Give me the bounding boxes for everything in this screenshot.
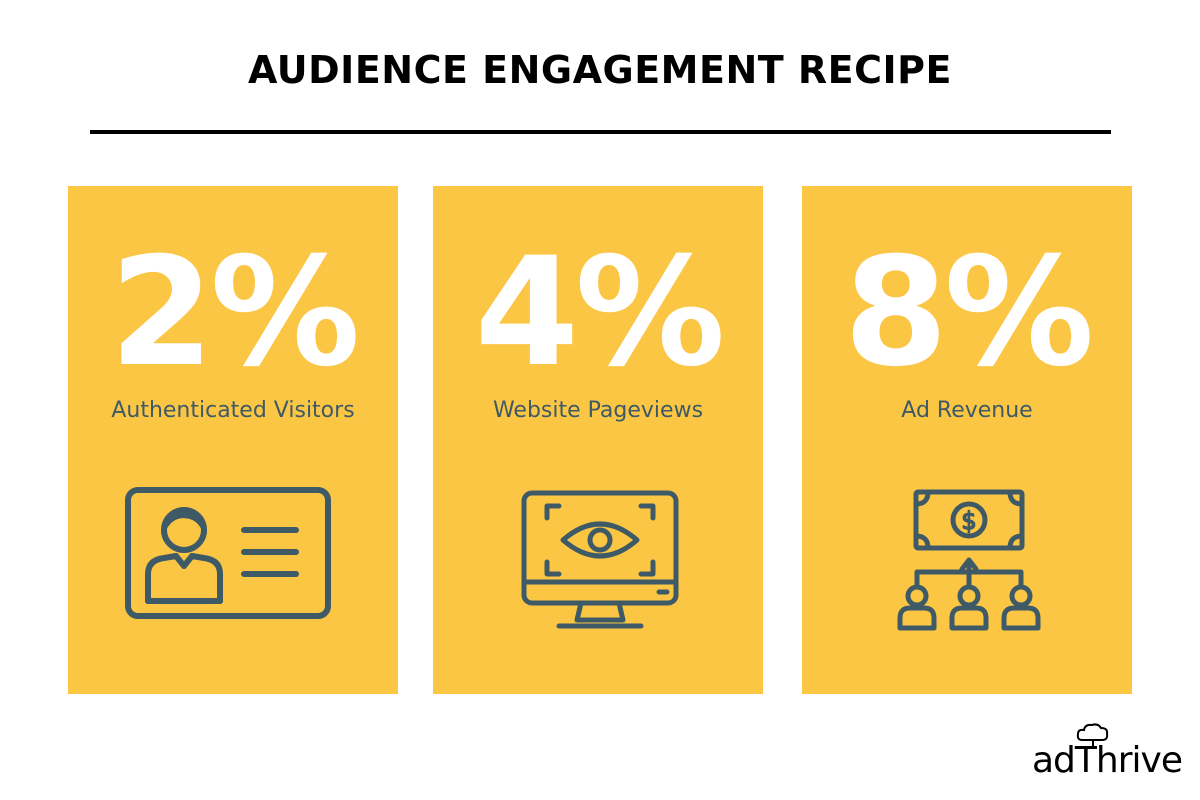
stat-card-authenticated-visitors: 2% Authenticated Visitors xyxy=(68,186,398,694)
stat-label: Website Pageviews xyxy=(492,398,704,423)
stat-value: 4% xyxy=(474,226,726,400)
stat-label: Ad Revenue xyxy=(901,398,1033,423)
svg-text:$: $ xyxy=(961,507,976,535)
stat-label: Authenticated Visitors xyxy=(111,398,355,423)
page-title: AUDIENCE ENGAGEMENT RECIPE xyxy=(248,48,952,92)
money-audience-icon: $ xyxy=(897,489,1041,631)
tree-icon xyxy=(1076,723,1109,748)
adthrive-logo: adThrive xyxy=(1032,722,1184,784)
title-divider xyxy=(90,130,1111,134)
stat-value: 8% xyxy=(843,226,1095,400)
stat-value: 2% xyxy=(109,226,361,400)
id-card-icon xyxy=(125,487,331,619)
stat-card-website-pageviews: 4% Website Pageviews xyxy=(433,186,763,694)
stat-card-ad-revenue: 8% Ad Revenue $ xyxy=(802,186,1132,694)
logo-text: adThrive xyxy=(1032,740,1183,781)
monitor-eye-icon xyxy=(521,490,679,629)
